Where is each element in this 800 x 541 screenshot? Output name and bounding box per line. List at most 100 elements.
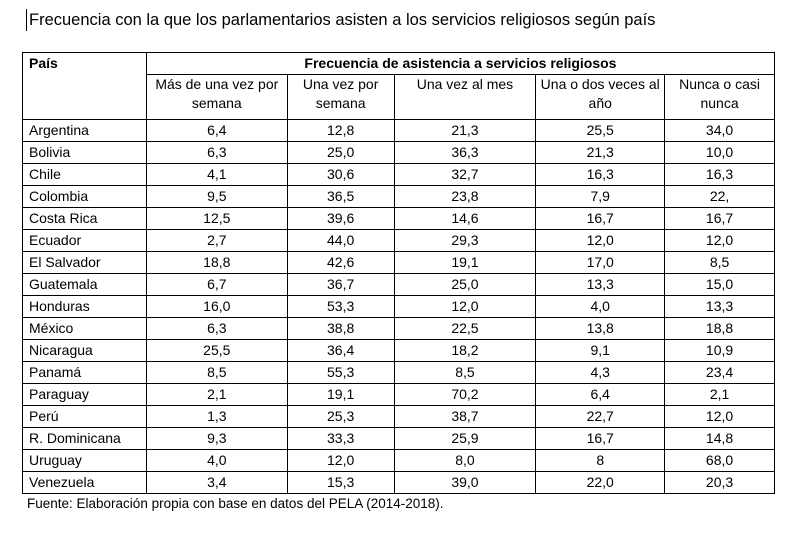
value-cell: 8,5 [664,251,775,274]
value-cell: 13,8 [535,317,666,340]
value-cell: 36,7 [286,273,395,296]
value-cell: 9,3 [145,427,288,450]
value-cell: 15,0 [664,273,775,296]
table-row: Guatemala 6,7 36,7 25,0 13,3 15,0 [22,273,775,296]
value-cell: 29,3 [393,229,537,252]
country-cell: Honduras [22,295,147,318]
value-cell: 10,9 [664,339,775,362]
value-cell: 39,0 [393,471,537,494]
value-cell: 25,0 [393,273,537,296]
value-cell: 8,0 [393,449,537,472]
table-row: R. Dominicana 9,3 33,3 25,9 16,7 14,8 [22,427,775,450]
country-cell: Bolivia [22,141,147,164]
value-cell: 38,7 [393,405,537,428]
table-head: País Frecuencia de asistencia a servicio… [22,52,776,120]
country-cell: Guatemala [22,273,147,296]
header-cell: País [22,52,147,120]
value-cell: 44,0 [286,229,395,252]
value-cell: 21,3 [393,119,537,142]
value-cell: 36,5 [286,185,395,208]
value-cell: 12,0 [664,229,775,252]
country-cell: Uruguay [22,449,147,472]
value-cell: 23,4 [664,361,775,384]
country-cell: Nicaragua [22,339,147,362]
value-cell: 4,1 [145,163,288,186]
table-row: Uruguay 4,0 12,0 8,0 8 68,0 [22,449,775,472]
value-cell: 18,8 [664,317,775,340]
value-cell: 38,8 [286,317,395,340]
value-cell: 22,7 [535,405,666,428]
value-cell: 25,5 [535,119,666,142]
value-cell: 19,1 [393,251,537,274]
value-cell: 16,7 [535,207,666,230]
value-cell: 12,5 [145,207,288,230]
group-header: Frecuencia de asistencia a servicios rel… [145,52,776,75]
value-cell: 36,4 [286,339,395,362]
value-cell: 32,7 [393,163,537,186]
value-cell: 17,0 [535,251,666,274]
value-cell: 13,3 [664,295,775,318]
table-row: Perú 1,3 25,3 38,7 22,7 12,0 [22,405,775,428]
value-cell: 22, [664,185,775,208]
table-row: Bolivia 6,3 25,0 36,3 21,3 10,0 [22,141,775,164]
header-row: Más de una vez por semana Una vez por sem… [23,74,775,120]
country-cell: Argentina [22,119,147,142]
value-cell: 22,0 [535,471,666,494]
value-cell: 6,4 [145,119,288,142]
value-cell: 14,6 [393,207,537,230]
value-cell: 21,3 [535,141,666,164]
value-cell: 12,0 [664,405,775,428]
value-cell: 25,9 [393,427,537,450]
value-cell: 16,7 [535,427,666,450]
value-cell: 16,7 [664,207,775,230]
country-cell: El Salvador [22,251,147,274]
value-cell: 12,8 [286,119,395,142]
value-cell: 4,0 [145,449,288,472]
value-cell: 16,3 [535,163,666,186]
value-cell: 9,5 [145,185,288,208]
value-cell: 14,8 [664,427,775,450]
value-cell: 13,3 [535,273,666,296]
value-cell: 36,3 [393,141,537,164]
country-cell: México [22,317,147,340]
value-cell: 6,3 [145,141,288,164]
value-cell: 25,0 [286,141,395,164]
value-cell: 16,3 [664,163,775,186]
column-header: Una vez por semana [286,74,395,120]
country-cell: Costa Rica [22,207,147,230]
value-cell: 22,5 [393,317,537,340]
value-cell: 19,1 [286,383,395,406]
value-cell: 6,7 [145,273,288,296]
table-row: Colombia 9,5 36,5 23,8 7,9 22, [22,185,775,208]
value-cell: 30,6 [286,163,395,186]
column-header: Nunca o casi nunca [664,74,775,120]
country-cell: Ecuador [22,229,147,252]
value-cell: 20,3 [664,471,775,494]
value-cell: 16,0 [145,295,288,318]
value-cell: 6,4 [535,383,666,406]
column-header: Una o dos veces al año [535,74,666,120]
value-cell: 7,9 [535,185,666,208]
value-cell: 34,0 [664,119,775,142]
value-cell: 2,1 [145,383,288,406]
table-row: Nicaragua 25,5 36,4 18,2 9,1 10,9 [22,339,775,362]
country-cell: Perú [22,405,147,428]
country-cell: Paraguay [22,383,147,406]
value-cell: 9,1 [535,339,666,362]
table-row: Argentina 6,4 12,8 21,3 25,5 34,0 [22,119,775,142]
value-cell: 12,0 [286,449,395,472]
value-cell: 2,1 [664,383,775,406]
value-cell: 18,2 [393,339,537,362]
country-cell: Chile [22,163,147,186]
value-cell: 15,3 [286,471,395,494]
value-cell: 4,3 [535,361,666,384]
country-cell: R. Dominicana [22,427,147,450]
value-cell: 25,5 [145,339,288,362]
value-cell: 8 [535,449,666,472]
table-row: Honduras 16,0 53,3 12,0 4,0 13,3 [22,295,775,318]
table-body: Argentina 6,4 12,8 21,3 25,5 34,0 Bolivia 6,3 25… [22,119,775,494]
value-cell: 25,3 [286,405,395,428]
column-header: Una vez al mes [393,74,537,120]
value-cell: 68,0 [664,449,775,472]
